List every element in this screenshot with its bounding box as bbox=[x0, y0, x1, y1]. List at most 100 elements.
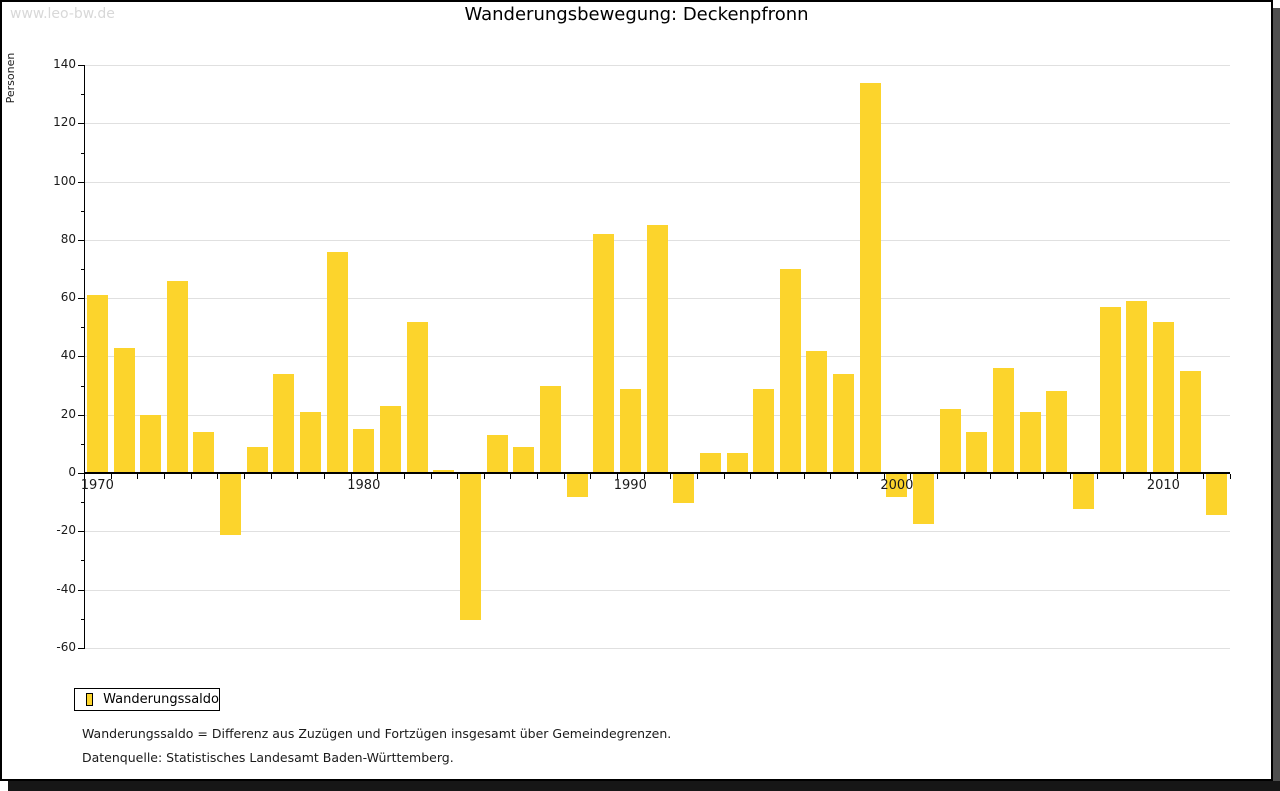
bar-1971 bbox=[113, 347, 135, 473]
bar-2003 bbox=[966, 432, 988, 473]
y-tick-30 bbox=[81, 385, 84, 387]
bar-1997 bbox=[806, 350, 828, 473]
x-tick-16 bbox=[510, 474, 512, 479]
y-tick-label--40: -40 bbox=[56, 581, 76, 596]
x-tick-24 bbox=[723, 474, 725, 479]
x-tick-26 bbox=[776, 474, 778, 479]
x-tick-43 bbox=[1230, 474, 1231, 479]
bar-1987 bbox=[539, 385, 561, 473]
x-tick-15 bbox=[483, 474, 485, 479]
bar-2008 bbox=[1099, 306, 1121, 473]
y-tick--50 bbox=[81, 618, 84, 620]
x-tick-23 bbox=[697, 474, 698, 479]
x-tick-29 bbox=[856, 474, 858, 479]
y-tick-60 bbox=[78, 298, 84, 300]
y-tick--10 bbox=[81, 502, 84, 504]
gridline--20 bbox=[84, 531, 1230, 533]
x-tick-18 bbox=[563, 474, 565, 479]
x-tick-37 bbox=[1070, 474, 1072, 479]
bar-1992 bbox=[673, 474, 695, 504]
x-tick-label-1970: 1970 bbox=[80, 478, 114, 493]
bar-1981 bbox=[380, 406, 401, 473]
y-tick-label-20: 20 bbox=[60, 406, 76, 421]
y-tick-140 bbox=[78, 65, 84, 66]
bar-1982 bbox=[406, 321, 428, 473]
x-tick-8 bbox=[297, 474, 299, 479]
x-tick-11 bbox=[377, 474, 379, 479]
bar-1993 bbox=[699, 452, 721, 473]
bar-1999 bbox=[859, 82, 881, 473]
y-tick-100 bbox=[78, 181, 84, 183]
x-tick-9 bbox=[323, 474, 325, 479]
y-tick-40 bbox=[78, 356, 84, 358]
x-tick-32 bbox=[936, 474, 938, 479]
gridline-140 bbox=[84, 65, 1230, 66]
gridline--60 bbox=[84, 647, 1230, 649]
bar-1984 bbox=[459, 474, 481, 620]
gridline-120 bbox=[84, 123, 1230, 125]
x-tick-40 bbox=[1150, 474, 1151, 479]
x-tick-39 bbox=[1123, 474, 1125, 479]
bar-1972 bbox=[140, 414, 162, 473]
x-tick-27 bbox=[803, 474, 805, 479]
x-axis-line bbox=[84, 472, 1230, 474]
page-title: Wanderungsbewegung: Deckenpfronn bbox=[464, 4, 809, 25]
x-tick-label-2010: 2010 bbox=[1146, 478, 1180, 493]
bar-1977 bbox=[273, 373, 295, 473]
bar-1998 bbox=[833, 373, 855, 473]
footnote-definition: Wanderungssaldo = Differenz aus Zuzügen … bbox=[82, 726, 672, 741]
bar-1975 bbox=[220, 474, 242, 536]
y-tick-label-100: 100 bbox=[53, 173, 76, 188]
window-shadow-right bbox=[1273, 8, 1280, 791]
y-tick-20 bbox=[78, 414, 84, 416]
x-tick-10 bbox=[350, 474, 352, 479]
bar-2005 bbox=[1019, 411, 1041, 473]
legend-label: Wanderungssaldo bbox=[103, 692, 219, 707]
bar-2009 bbox=[1126, 301, 1148, 473]
bar-1970 bbox=[86, 295, 108, 473]
bar-1976 bbox=[246, 446, 268, 473]
y-tick-80 bbox=[78, 239, 84, 241]
x-tick-21 bbox=[643, 474, 645, 479]
x-tick-2 bbox=[137, 474, 139, 479]
y-tick--60 bbox=[78, 647, 84, 649]
bar-1985 bbox=[486, 435, 508, 473]
y-tick--20 bbox=[78, 531, 84, 533]
gridline-100 bbox=[84, 181, 1230, 183]
bar-1996 bbox=[779, 269, 801, 473]
bar-2002 bbox=[939, 408, 961, 473]
gridline--40 bbox=[84, 589, 1230, 591]
y-tick-50 bbox=[81, 327, 84, 329]
x-tick-1 bbox=[110, 474, 112, 479]
x-tick-0 bbox=[84, 474, 85, 479]
y-tick-130 bbox=[81, 94, 84, 96]
x-tick-4 bbox=[190, 474, 192, 479]
bar-2007 bbox=[1072, 474, 1094, 509]
y-tick-90 bbox=[81, 210, 84, 212]
bar-2004 bbox=[993, 368, 1014, 473]
x-tick-33 bbox=[963, 474, 965, 479]
bar-1983 bbox=[433, 470, 455, 473]
footnote-source: Datenquelle: Statistisches Landesamt Bad… bbox=[82, 750, 454, 765]
bar-1995 bbox=[753, 388, 775, 473]
bar-2010 bbox=[1152, 321, 1174, 473]
y-tick-label-80: 80 bbox=[60, 231, 76, 246]
x-tick-17 bbox=[537, 474, 539, 479]
bar-1990 bbox=[619, 388, 641, 473]
x-tick-7 bbox=[270, 474, 272, 479]
x-tick-31 bbox=[910, 474, 912, 479]
x-tick-13 bbox=[430, 474, 432, 479]
y-tick--30 bbox=[81, 560, 84, 562]
x-tick-25 bbox=[750, 474, 752, 479]
bar-2001 bbox=[913, 474, 934, 524]
bar-1989 bbox=[593, 234, 615, 473]
x-tick-41 bbox=[1176, 474, 1178, 479]
x-tick-20 bbox=[617, 474, 618, 479]
x-tick-19 bbox=[590, 474, 592, 479]
y-tick-0 bbox=[78, 473, 84, 474]
x-tick-6 bbox=[243, 474, 245, 479]
bar-1986 bbox=[513, 446, 535, 473]
watermark: www.leo-bw.de bbox=[10, 6, 115, 22]
